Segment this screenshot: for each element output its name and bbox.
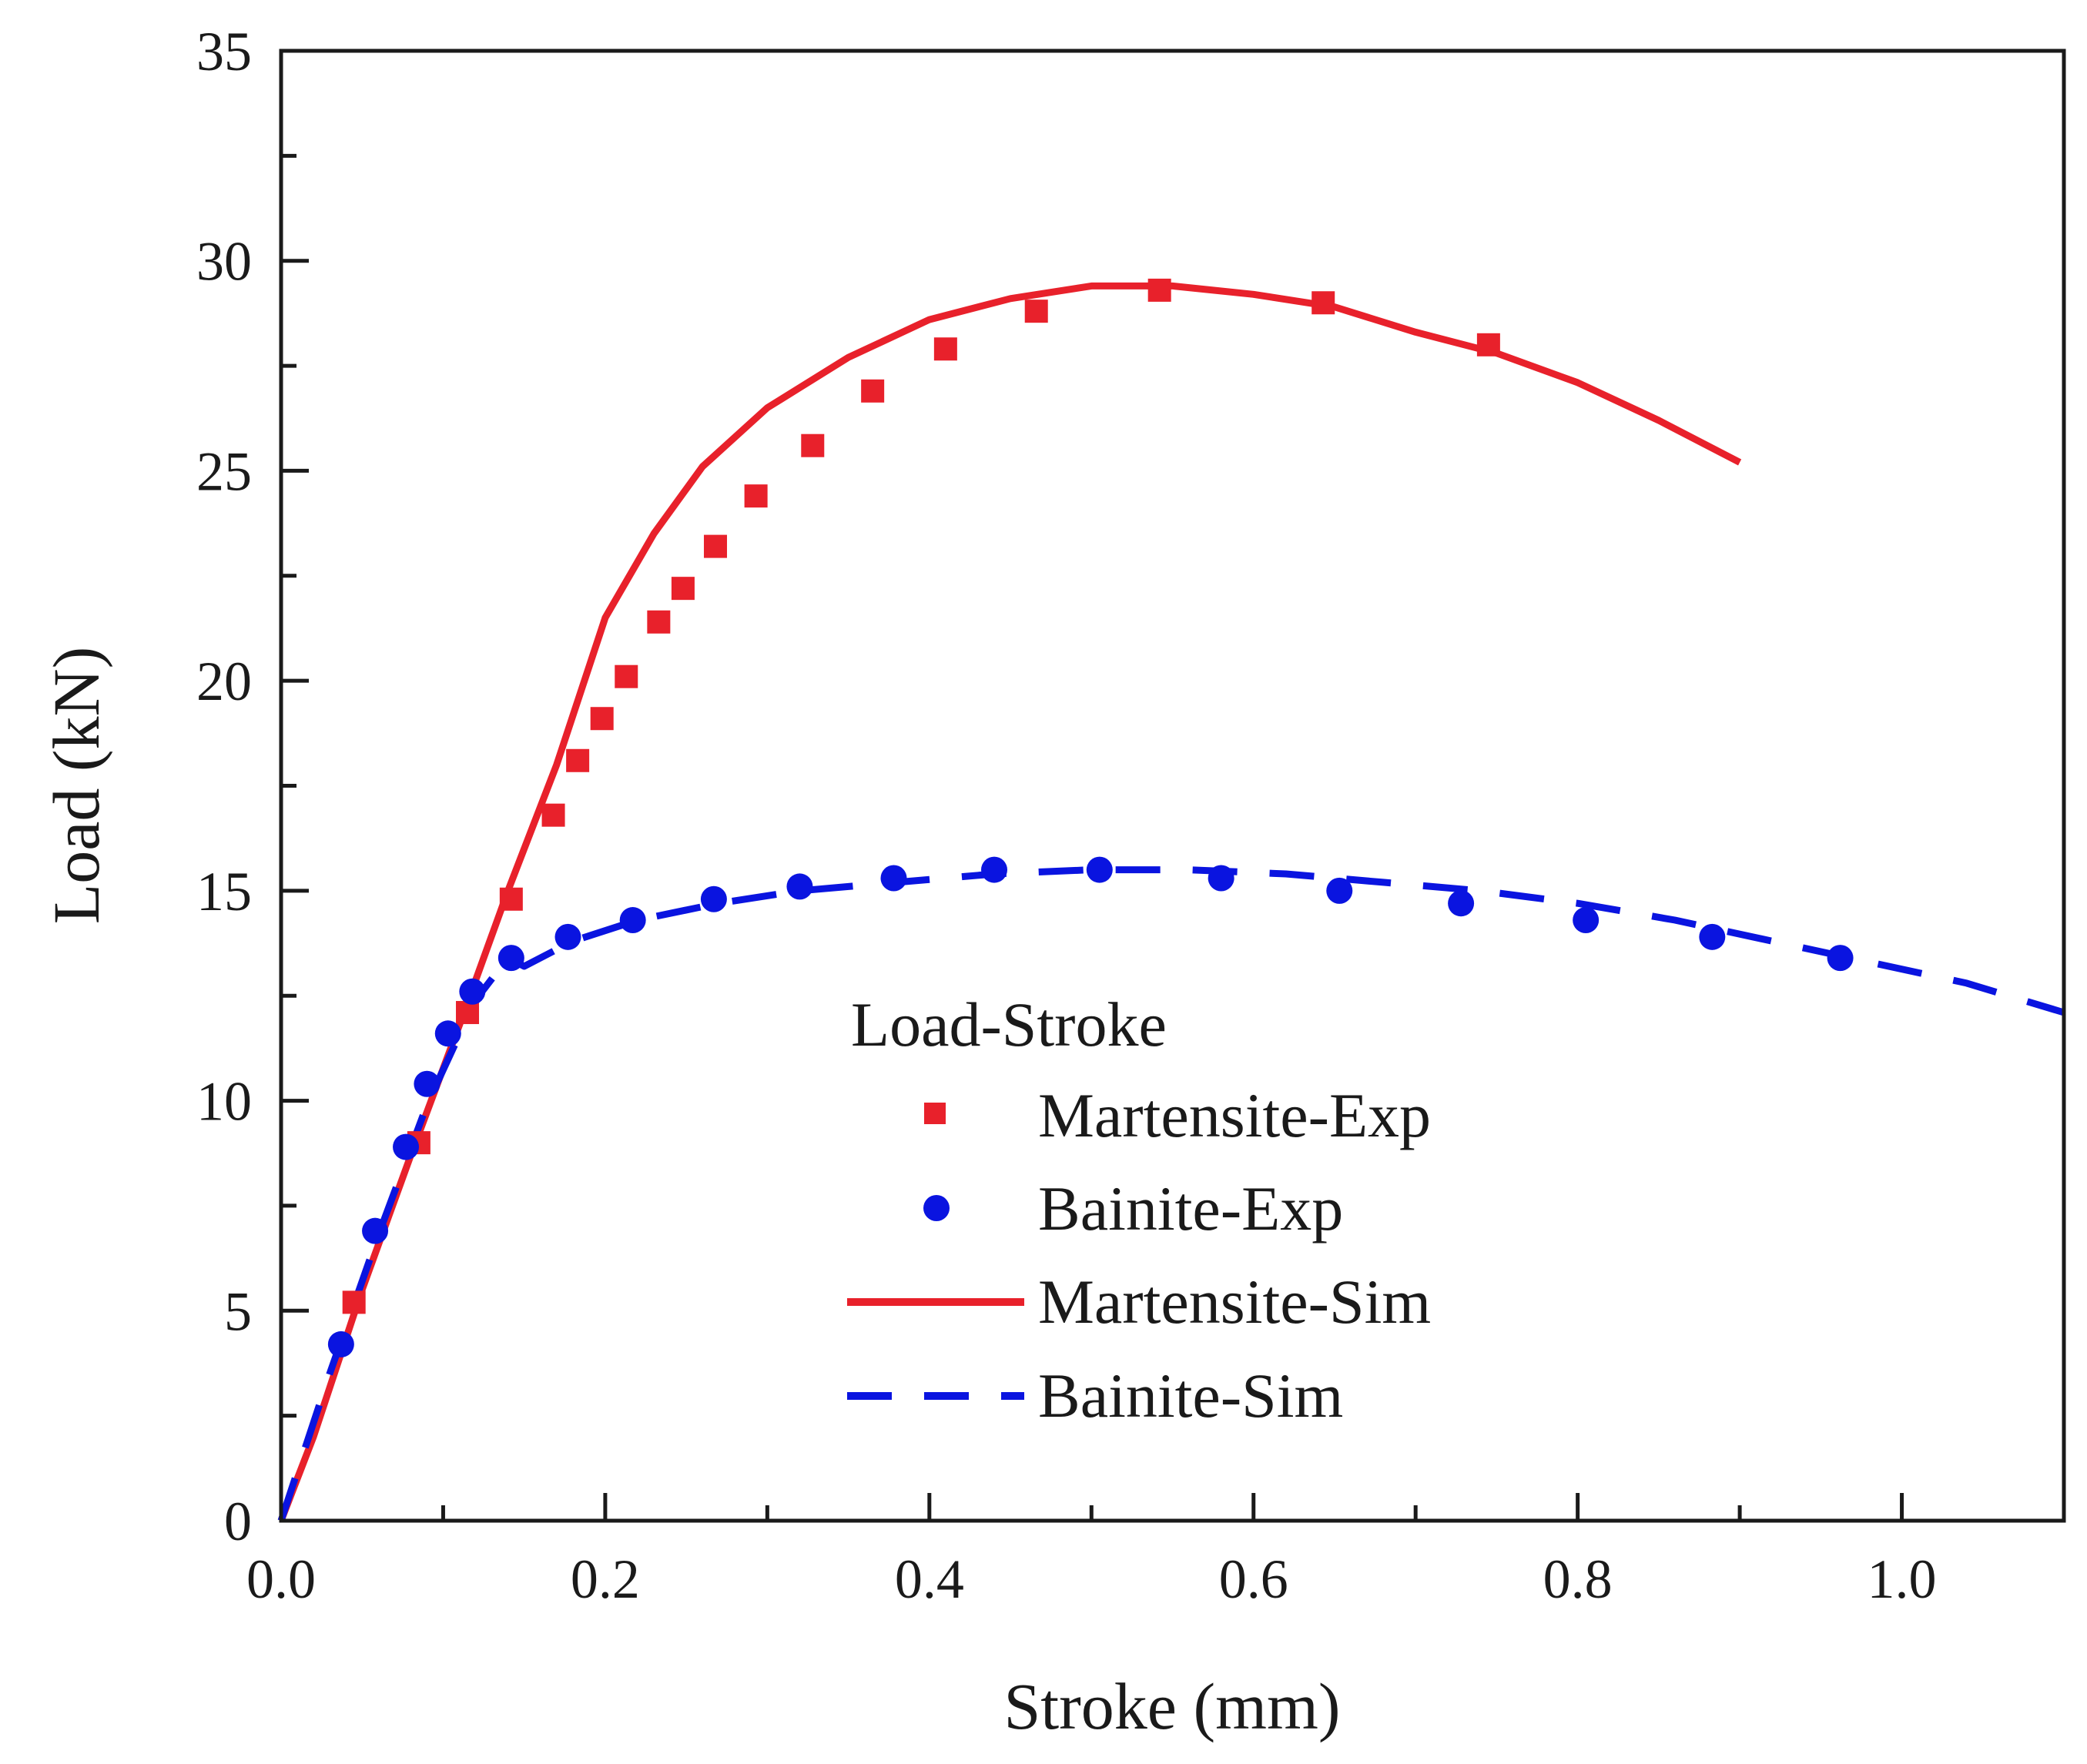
point-martensite-exp [1024, 300, 1048, 323]
point-martensite-exp [541, 803, 565, 827]
point-bainite-exp [1086, 856, 1113, 883]
point-bainite-exp [786, 873, 813, 900]
point-martensite-exp [801, 433, 825, 457]
point-bainite-exp [459, 978, 486, 1005]
legend-label-martensite-exp: Martensite-Exp [1038, 1080, 1431, 1150]
point-martensite-exp [342, 1290, 366, 1314]
legend-symbol-martensite-exp [924, 1103, 946, 1124]
point-bainite-exp [497, 945, 524, 972]
point-martensite-exp [499, 887, 523, 911]
point-martensite-exp [1476, 333, 1500, 356]
y-tick-label: 30 [196, 231, 252, 293]
point-bainite-exp [880, 865, 907, 892]
point-martensite-exp [671, 577, 695, 601]
x-tick-label: 1.0 [1868, 1548, 1937, 1610]
point-martensite-exp [590, 707, 614, 731]
point-bainite-exp [1448, 890, 1475, 917]
legend-label-martensite-sim: Martensite-Sim [1038, 1267, 1431, 1337]
series-line-bainite-sim [277, 866, 2065, 1522]
point-bainite-exp [981, 856, 1007, 883]
point-bainite-exp [362, 1217, 389, 1244]
y-axis-title: Load (kN) [39, 647, 113, 925]
point-bainite-exp [1699, 923, 1726, 950]
legend: Load-Stroke Martensite-Exp Bainite-Exp M… [847, 989, 1431, 1431]
point-bainite-exp [434, 1020, 461, 1047]
point-martensite-exp [615, 664, 638, 688]
point-martensite-exp [1147, 278, 1171, 302]
point-bainite-exp [1827, 945, 1854, 972]
x-axis-title: Stroke (mm) [1003, 1669, 1340, 1743]
plot-area [277, 278, 2065, 1522]
y-tick-label: 20 [196, 651, 252, 712]
x-tick-label: 0.8 [1543, 1548, 1613, 1610]
point-bainite-exp [554, 923, 581, 950]
x-tick-label: 0.4 [895, 1548, 964, 1610]
point-martensite-exp [744, 484, 768, 508]
point-bainite-exp [1573, 907, 1600, 934]
y-tick-label: 15 [196, 861, 252, 922]
point-martensite-exp [647, 610, 671, 634]
point-bainite-exp [1326, 877, 1353, 904]
point-martensite-exp [933, 337, 957, 361]
legend-label-bainite-sim: Bainite-Sim [1038, 1361, 1343, 1431]
point-martensite-exp [861, 379, 885, 403]
y-tick-label: 35 [196, 21, 252, 82]
point-bainite-exp [1208, 865, 1234, 892]
point-martensite-exp [456, 1001, 480, 1025]
point-martensite-exp [704, 534, 728, 558]
point-martensite-exp [1311, 291, 1335, 315]
point-bainite-exp [414, 1070, 441, 1097]
y-tick-label: 0 [224, 1491, 252, 1552]
x-tick-label: 0.0 [246, 1548, 316, 1610]
legend-label-bainite-exp: Bainite-Exp [1038, 1173, 1343, 1244]
x-tick-label: 0.2 [571, 1548, 640, 1610]
ticks: 0.0 0.2 0.4 0.6 0.8 1.0 0 5 10 15 20 25 30 35 [196, 21, 2066, 1610]
point-bainite-exp [619, 907, 646, 934]
point-bainite-exp [700, 885, 727, 912]
point-martensite-exp [566, 748, 590, 772]
point-bainite-exp [393, 1133, 420, 1160]
y-tick-label: 10 [196, 1071, 252, 1133]
x-tick-label: 0.6 [1219, 1548, 1288, 1610]
legend-title: Load-Stroke [851, 989, 1167, 1059]
legend-symbol-bainite-exp [923, 1195, 950, 1221]
y-tick-label: 5 [224, 1280, 252, 1342]
point-bainite-exp [327, 1331, 354, 1357]
y-tick-label: 25 [196, 440, 252, 502]
